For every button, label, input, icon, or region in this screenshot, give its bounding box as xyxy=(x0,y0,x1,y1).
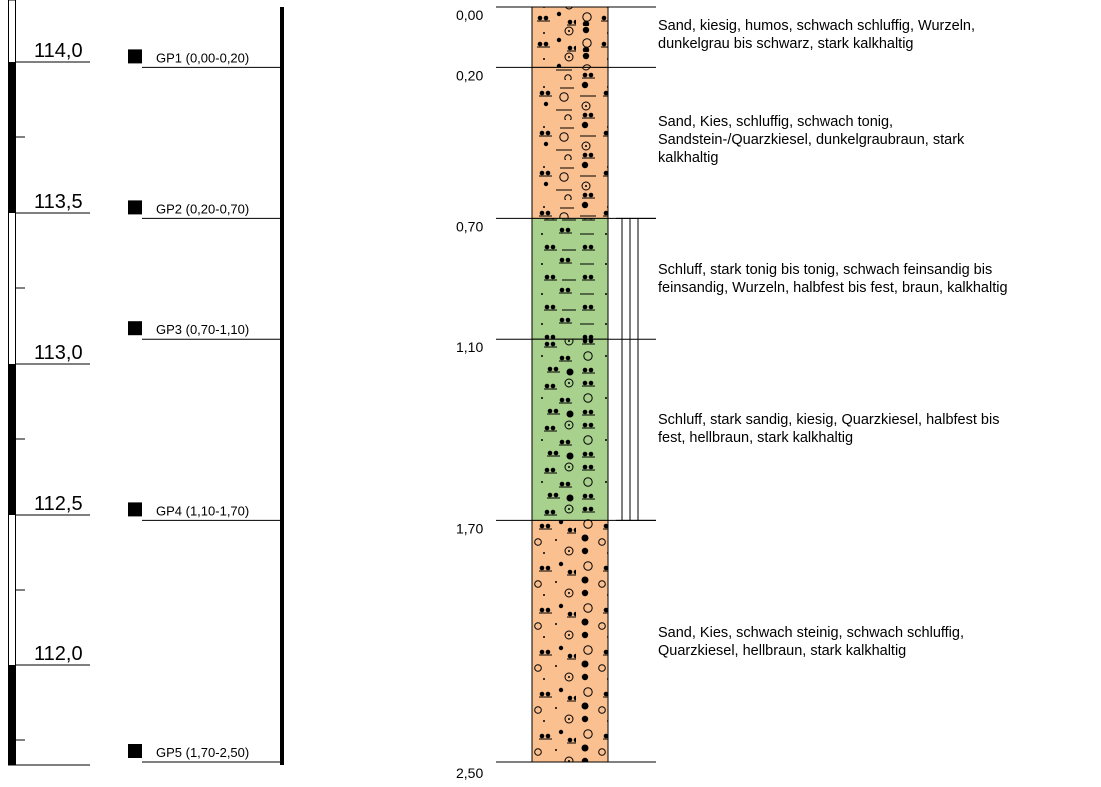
layer-description-line: Sand, kiesig, humos, schwach schluffig, … xyxy=(658,18,975,34)
depth-label: 0,70 xyxy=(456,218,483,234)
layer-description-line: Sandstein-/Quarzkiesel, dunkelgraubraun,… xyxy=(658,132,965,148)
sample-marker xyxy=(128,744,142,758)
layer-descriptions: Sand, kiesig, humos, schwach schluffig, … xyxy=(658,18,1008,659)
sample-marker xyxy=(128,200,142,215)
layer-description: Schluff, stark tonig bis tonig, schwach … xyxy=(658,262,1008,296)
sample-label: GP1 (0,00-0,20) xyxy=(156,50,249,65)
layer-description: Sand, Kies, schluffig, schwach tonig, San… xyxy=(658,114,965,166)
layer-description-line: dunkelgrau bis schwarz, stark kalkhaltig xyxy=(658,36,913,52)
sample-label: GP2 (0,20-0,70) xyxy=(156,201,249,216)
layer-description-line: feinsandig, Wurzeln, halbfest bis fest, … xyxy=(658,280,1008,296)
elevation-bar-segment xyxy=(8,364,16,515)
consistency-bracket xyxy=(616,217,656,521)
layer-description-line: Sand, Kies, schwach steinig, schwach sch… xyxy=(658,625,964,641)
layer-pattern xyxy=(531,66,609,219)
sample-marker xyxy=(128,502,142,517)
layer-description-line: Quarzkiesel, hellbraun, stark kalkhaltig xyxy=(658,643,906,659)
layer-pattern xyxy=(531,519,609,763)
elevation-label: 112,0 xyxy=(34,643,83,665)
depth-labels: 0,00 0,20 0,70 1,10 1,70 2,50 xyxy=(456,6,656,781)
layer-description-line: fest, hellbraun, stark kalkhaltig xyxy=(658,430,853,446)
sample-column: GP1 (0,00-0,20) GP2 (0,20-0,70) GP3 (0,70-… xyxy=(128,7,284,765)
elevation-label: 113,0 xyxy=(34,342,83,364)
elevation-label: 114,0 xyxy=(34,40,83,62)
depth-label: 0,20 xyxy=(456,67,483,83)
layer-description-line: Sand, Kies, schluffig, schwach tonig, xyxy=(658,114,893,130)
sample-label: GP5 (1,70-2,50) xyxy=(156,745,249,760)
layer-description: Sand, Kies, schwach steinig, schwach sch… xyxy=(658,625,964,659)
layer-description: Schluff, stark sandig, kiesig, Quarzkies… xyxy=(658,412,999,446)
depth-label: 1,70 xyxy=(456,520,483,536)
depth-label: 0,00 xyxy=(456,7,483,23)
elevation-scale: 114,0 113,5 113,0 112,5 112,0 xyxy=(8,0,90,766)
elevation-bar-segment xyxy=(8,62,16,213)
layer-description-line: Schluff, stark tonig bis tonig, schwach … xyxy=(658,262,992,278)
sample-label: GP4 (1,10-1,70) xyxy=(156,503,249,518)
elevation-label: 112,5 xyxy=(34,493,83,515)
elevation-bar-segment xyxy=(8,665,16,765)
depth-label: 1,10 xyxy=(456,339,483,355)
sample-marker xyxy=(128,49,142,64)
layer-pattern xyxy=(531,338,609,521)
elevation-label: 113,5 xyxy=(34,191,83,213)
layer-description-line: Schluff, stark sandig, kiesig, Quarzkies… xyxy=(658,412,999,428)
sample-marker xyxy=(128,321,142,336)
layer-description-line: kalkhaltig xyxy=(658,150,718,166)
sample-label: GP3 (0,70-1,10) xyxy=(156,322,249,337)
layer-description: Sand, kiesig, humos, schwach schluffig, … xyxy=(658,18,975,52)
layer-pattern xyxy=(531,6,609,68)
layer-pattern xyxy=(531,217,609,340)
depth-label: 2,50 xyxy=(456,765,483,781)
lithology-column xyxy=(531,6,609,763)
